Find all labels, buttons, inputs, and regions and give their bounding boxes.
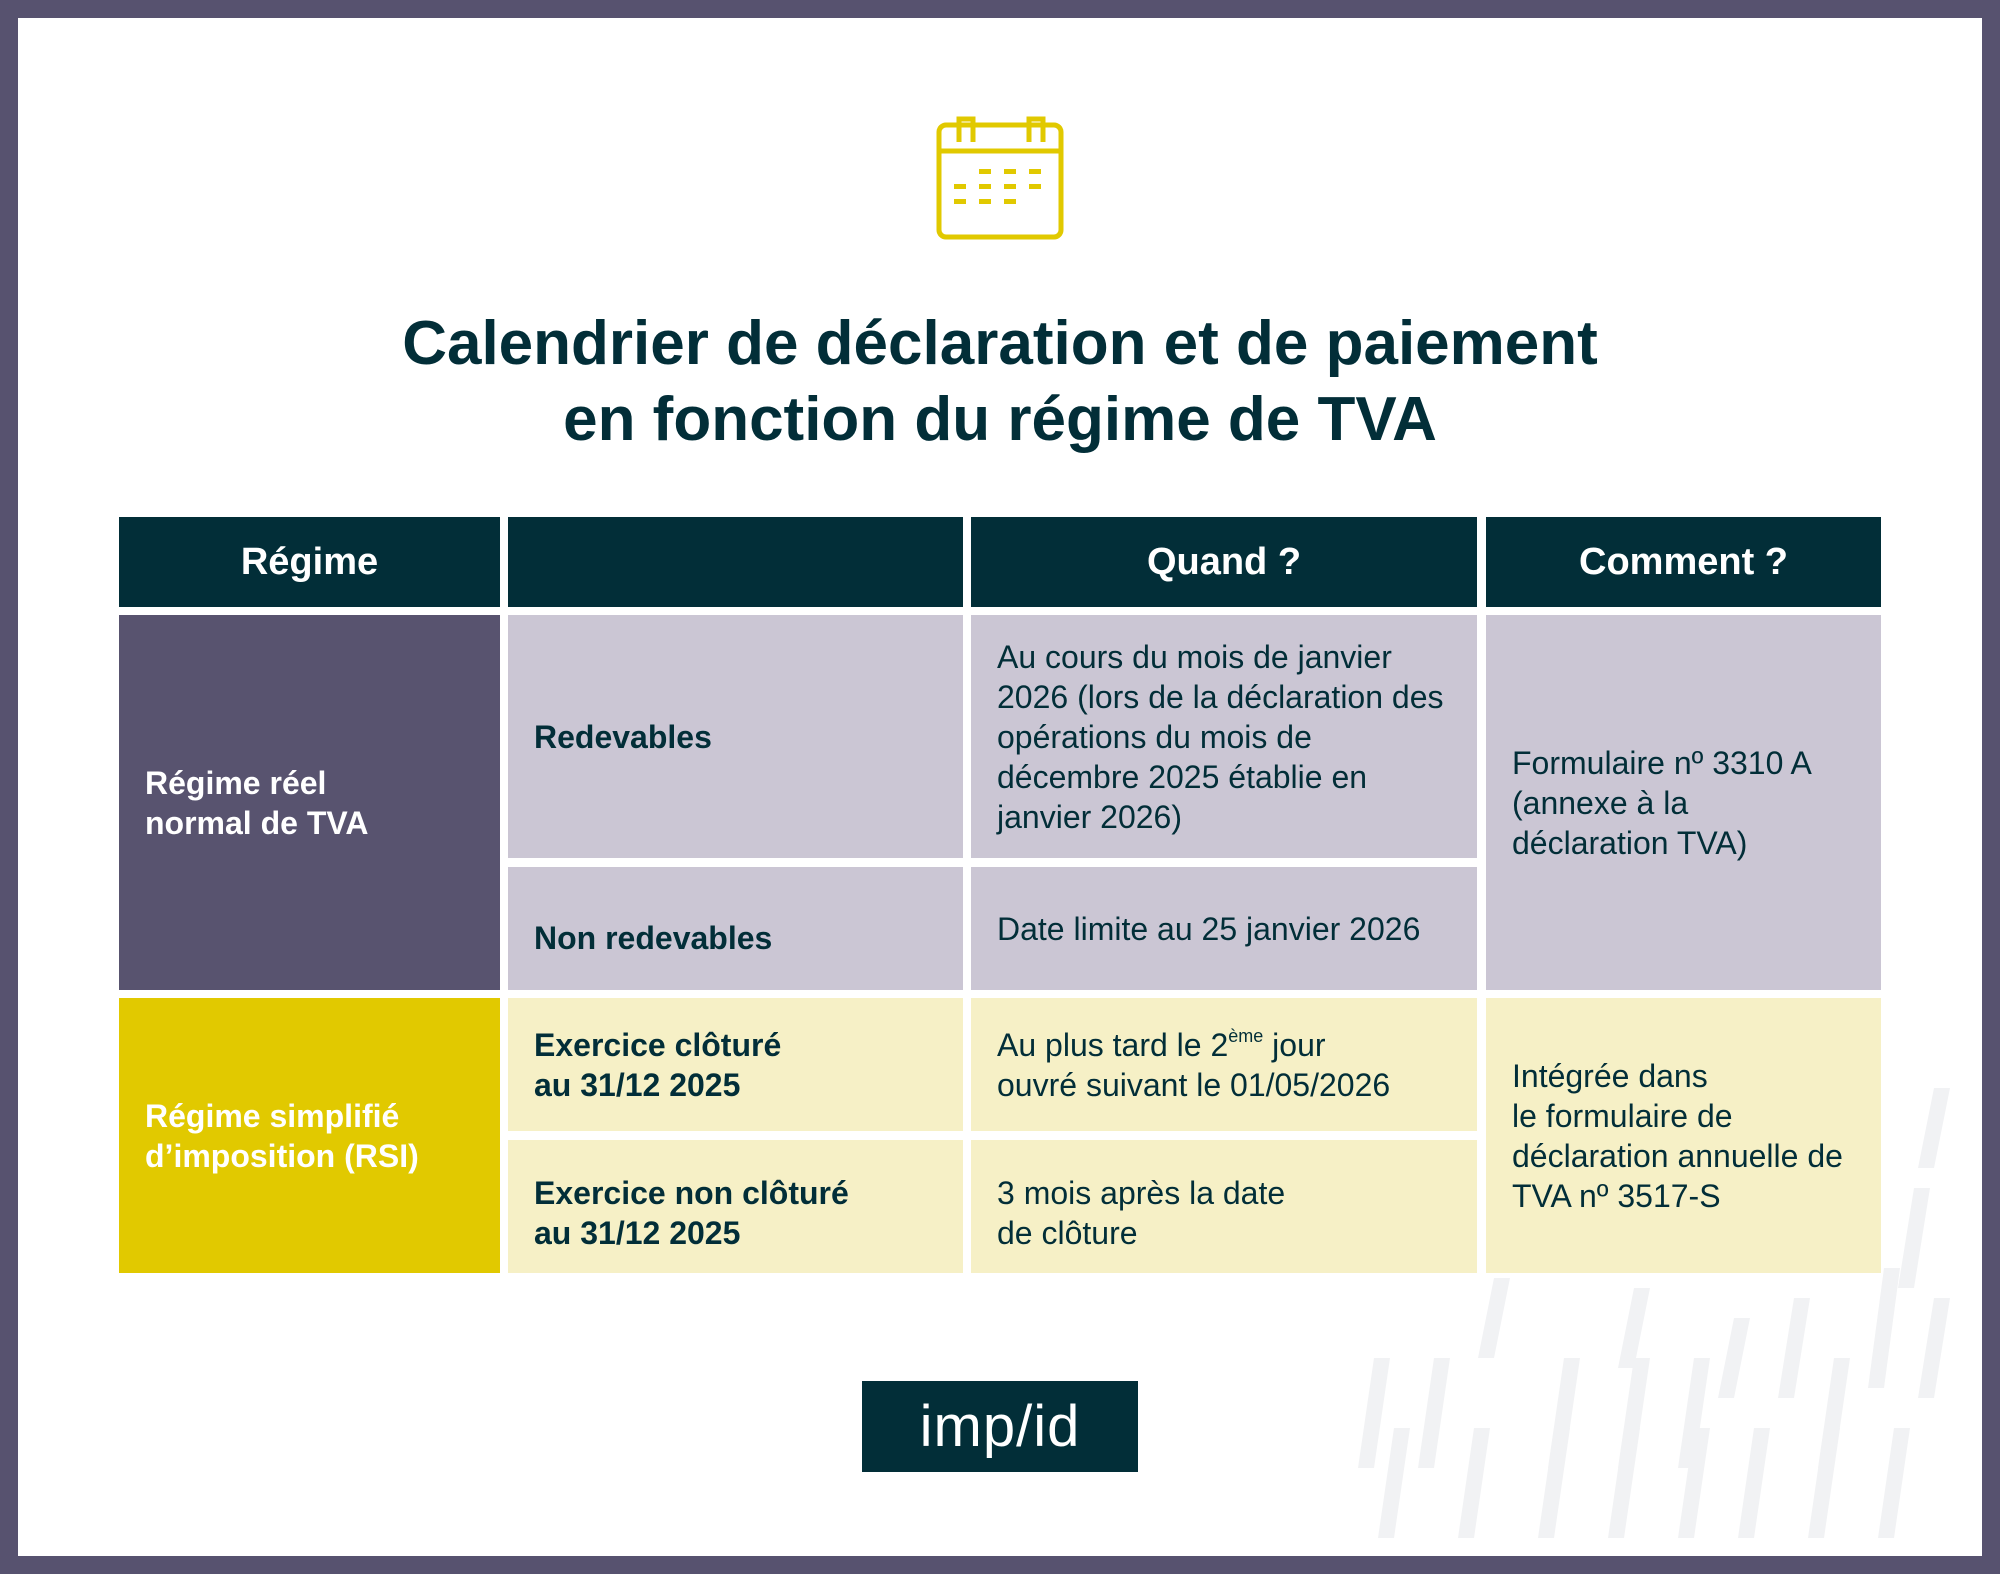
header-quand: Quand ? [971,517,1477,607]
row-redevables-label: Redevables [508,615,963,858]
stripe [1678,1358,1710,1468]
row-redevables-quand: Au cours du mois de janvier 2026 (lors d… [971,615,1477,858]
stripe [1808,1428,1840,1538]
regime-reel: Régime réel normal de TVA [119,615,500,990]
stripe [1608,1428,1640,1538]
stripe [1918,1088,1950,1168]
row-non-cloture-quand: 3 mois après la date de clôture [971,1140,1477,1273]
stripe [1678,1428,1710,1538]
stripe [1478,1278,1510,1358]
regime-rsi: Régime simplifié d’imposition (RSI) [119,998,500,1273]
stripe [1538,1428,1570,1538]
stripe [1358,1358,1390,1468]
rsi-comment: Intégrée dans le formulaire de déclaratio… [1486,998,1881,1273]
header-regime: Régime [119,517,500,607]
stripe [1458,1428,1490,1538]
header-empty [508,517,963,607]
stripe [1918,1298,1950,1398]
row-cloture-label: Exercice clôturé au 31/12 2025 [508,998,963,1131]
stripe [1868,1268,1900,1388]
background-stripes [1358,1088,1950,1538]
stripe [1378,1428,1410,1538]
infographic: Calendrier de déclaration et de paiement… [18,18,1982,1556]
page-title: Calendrier de déclaration et de paiement… [402,309,1598,454]
stripe [1718,1318,1750,1398]
reel-comment: Formulaire nº 3310 A (annexe à la déclar… [1486,615,1881,990]
stripe [1778,1298,1810,1398]
stripe [1898,1188,1930,1288]
stripe [1418,1358,1450,1468]
row-non-cloture-label: Exercice non clôturé au 31/12 2025 [508,1140,963,1273]
stripe [1738,1428,1770,1538]
stripe [1618,1288,1650,1368]
calendar-icon [936,116,1064,240]
implid-logo: imp/id [862,1381,1138,1472]
row-non-redevables-quand: Date limite au 25 janvier 2026 [971,867,1477,990]
header-comment: Comment ? [1486,517,1881,607]
row-non-redevables-label: Non redevables [508,867,963,990]
stripe [1878,1428,1910,1538]
row-cloture-quand: Au plus tard le 2ème jour ouvré suivant l… [971,998,1477,1131]
